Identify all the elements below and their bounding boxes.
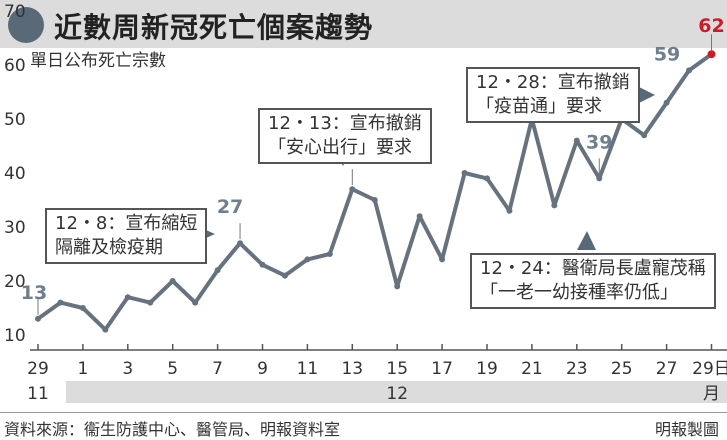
x-tick-label: 19 (476, 359, 498, 379)
annotation-line: 12・28：宣布撤銷 (476, 72, 630, 93)
data-point (102, 326, 109, 333)
title-bullet-icon (8, 7, 44, 43)
callout-arrow (639, 87, 655, 103)
data-point (394, 283, 401, 290)
data-point (416, 213, 423, 220)
x-tick-label: 9 (257, 359, 268, 379)
data-point (304, 256, 311, 263)
y-tick-label: 30 (4, 218, 26, 238)
x-tick-label: 5 (167, 359, 178, 379)
data-point (506, 207, 513, 214)
x-tick-label: 25 (611, 359, 633, 379)
month-band (66, 381, 727, 403)
x-tick-label: 3 (122, 359, 133, 379)
data-point (573, 137, 580, 144)
x-tick-label: 13 (341, 359, 363, 379)
data-point (57, 299, 64, 306)
x-tick-label: 15 (386, 359, 408, 379)
data-point (147, 299, 154, 306)
month-label: 11 (27, 384, 49, 404)
data-label: 27 (217, 196, 243, 218)
y-tick-label: 50 (4, 110, 26, 130)
annotation-callout: 12・8：宣布縮短 隔離及檢疫期 (45, 208, 208, 264)
footer: 資料來源：衞生防護中心、醫管局、明報資料室 明報製圖 (0, 412, 727, 439)
x-tick-label: 11 (297, 359, 319, 379)
x-tick-label: 21 (521, 359, 543, 379)
x-tick-label: 27 (656, 359, 678, 379)
data-point (35, 315, 41, 322)
data-label: 59 (654, 43, 680, 65)
data-point (551, 202, 558, 209)
data-point (259, 261, 266, 268)
data-point (461, 170, 468, 176)
annotation-line: 「疫苗通」要求 (476, 96, 602, 117)
source-note: 資料來源：衞生防護中心、醫管局、明報資料室 (4, 420, 341, 439)
annotation-line: 12・24：醫衛局長盧寵茂稱 (480, 258, 706, 279)
credit-note: 明報製圖 (654, 420, 719, 439)
x-tick-label: 17 (431, 359, 453, 379)
y-tick-label: 40 (4, 164, 26, 184)
data-point (326, 251, 333, 257)
month-label: 月 (703, 384, 720, 404)
month-label: 12 (386, 384, 408, 404)
data-point (484, 175, 490, 182)
y-axis-label: 單日公布死亡宗數 (30, 51, 166, 71)
annotation-line: 12・13：宣布撤銷 (268, 113, 422, 134)
annotation-callout: 12・28：宣布撤銷 「疫苗通」要求 (466, 67, 640, 123)
x-tick-label: 23 (566, 359, 588, 379)
data-point (371, 197, 378, 203)
x-tick-label: 29 (27, 359, 49, 379)
data-point (192, 299, 199, 306)
callout-arrow (577, 231, 596, 250)
title-bar: 近數周新冠死亡個案趨勢 (0, 0, 727, 48)
annotation-callout: 12・13：宣布撤銷 「安心出行」要求 (258, 108, 432, 164)
data-point (281, 272, 288, 279)
x-tick-label: 7 (212, 359, 223, 379)
annotation-line: 「安心出行」要求 (268, 137, 412, 158)
data-point (237, 240, 244, 247)
data-point (707, 50, 716, 59)
x-tick-label: 29日 (692, 359, 727, 379)
data-point (349, 186, 356, 193)
y-tick-label: 10 (4, 326, 26, 346)
chart-title: 近數周新冠死亡個案趨勢 (54, 11, 374, 44)
data-label: 62 (698, 15, 724, 37)
annotation-line: 12・8：宣布縮短 (55, 213, 198, 234)
data-label: 39 (586, 131, 612, 153)
data-label: 13 (21, 282, 47, 304)
annotation-line: 隔離及檢疫期 (55, 237, 163, 258)
data-point (169, 278, 176, 284)
data-point (596, 175, 603, 182)
data-point (124, 294, 131, 301)
y-tick-label: 20 (4, 272, 26, 292)
y-tick-label: 60 (4, 56, 26, 76)
data-point (686, 67, 693, 74)
data-point (214, 267, 221, 274)
data-point (641, 132, 648, 139)
annotation-line: 「一老一幼接種率仍低」 (480, 282, 678, 303)
data-point (663, 99, 670, 106)
annotation-callout: 12・24：醫衛局長盧寵茂稱 「一老一幼接種率仍低」 (470, 253, 716, 309)
x-tick-label: 1 (77, 359, 88, 379)
y-tick-label: 70 (4, 2, 26, 22)
data-point (79, 305, 86, 311)
data-point (439, 256, 446, 263)
